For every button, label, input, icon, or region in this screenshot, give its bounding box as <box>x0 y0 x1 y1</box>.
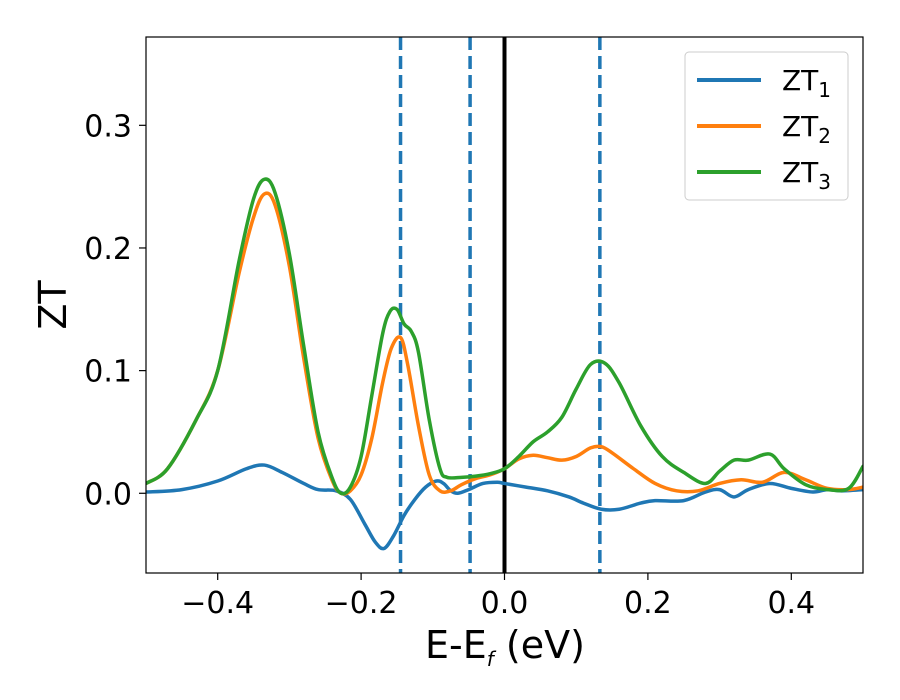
series-line-zt1 <box>146 463 863 551</box>
series-line-zt3 <box>146 177 863 496</box>
y-axis-label: ZT <box>31 280 75 330</box>
legend-box <box>684 51 849 201</box>
y-tick-label: 0.2 <box>84 232 132 267</box>
x-tick-label: 0.4 <box>767 586 815 621</box>
y-tick-label: 0.1 <box>84 355 132 390</box>
y-tick-label: 0.3 <box>84 109 132 144</box>
x-tick-label: −0.4 <box>181 586 254 621</box>
series-line-zt2 <box>146 191 863 496</box>
x-tick-label: 0.0 <box>481 586 529 621</box>
x-tick-label: −0.2 <box>325 586 398 621</box>
legend-label-zt2: ZT2 <box>782 110 831 148</box>
x-tick-label: 0.2 <box>624 586 672 621</box>
y-tick-label: 0.0 <box>84 477 132 512</box>
x-axis-label: E-Ef (eV) <box>425 623 585 671</box>
legend-label-zt1: ZT1 <box>782 64 831 102</box>
legend-label-zt3: ZT3 <box>782 156 831 194</box>
legend: ZT1 ZT2 ZT3 <box>684 51 849 201</box>
